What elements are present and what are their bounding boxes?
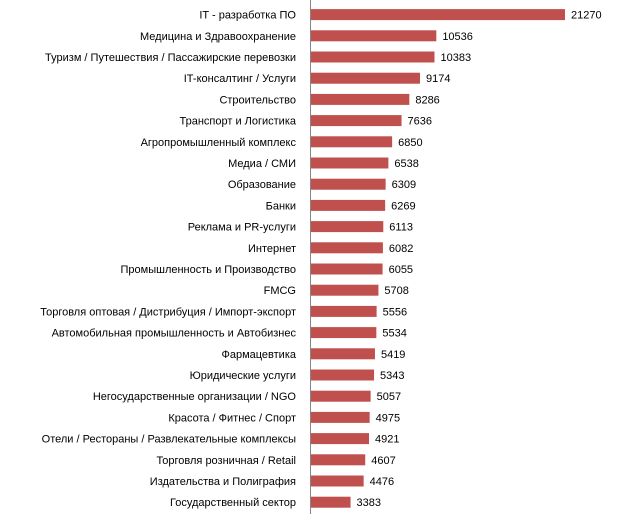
value-label: 7636 — [408, 116, 432, 128]
value-label: 3383 — [357, 497, 381, 509]
category-label: Негосударственные организации / NGO — [93, 391, 297, 403]
bar — [310, 199, 386, 211]
value-label: 9174 — [426, 73, 450, 85]
category-label: Интернет — [248, 243, 296, 255]
bar — [310, 433, 369, 445]
bar — [310, 221, 384, 233]
bar — [310, 30, 437, 42]
category-label: Государственный сектор — [170, 497, 296, 509]
bar — [310, 454, 366, 466]
value-label: 5534 — [382, 328, 406, 340]
value-label: 5057 — [377, 391, 401, 403]
bar — [310, 390, 371, 402]
value-label: 4921 — [375, 434, 399, 446]
category-label: IT - разработка ПО — [199, 10, 296, 22]
value-label: 6055 — [389, 264, 413, 276]
value-label: 5556 — [383, 306, 407, 318]
value-label: 6082 — [389, 243, 413, 255]
bar — [310, 72, 420, 84]
value-label: 6309 — [392, 179, 416, 191]
bar — [310, 51, 435, 63]
category-label: Издательства и Полиграфия — [150, 476, 296, 488]
value-label: 8286 — [415, 94, 439, 106]
category-label: Фармацевтика — [221, 349, 296, 361]
value-label: 10536 — [442, 31, 473, 43]
bar — [310, 242, 383, 254]
category-label: Строительство — [219, 94, 296, 106]
bar — [310, 305, 377, 317]
category-label: Агропромышленный комплекс — [141, 137, 297, 149]
category-label: Медиа / СМИ — [228, 158, 296, 170]
value-label: 5708 — [384, 285, 408, 297]
bar — [310, 9, 565, 21]
value-label: 6113 — [389, 222, 413, 234]
category-label: IT-консалтинг / Услуги — [184, 73, 296, 85]
category-label: Образование — [228, 179, 296, 191]
value-labels: 21270 10536 10383 9174 8286 7636 6850 6538 6309 6… — [357, 10, 602, 510]
bar — [310, 157, 389, 169]
bar — [310, 369, 375, 381]
bar — [310, 263, 383, 275]
category-label: Отели / Рестораны / Развлекательные комп… — [42, 434, 296, 446]
bar — [310, 93, 410, 105]
category-label: Медицина и Здравоохранение — [140, 31, 296, 43]
category-labels: IT - разработка ПО Медицина и Здравоохран… — [40, 10, 297, 510]
value-label: 6850 — [398, 137, 422, 149]
category-label: Промышленность и Производство — [121, 264, 296, 276]
category-label: FMCG — [264, 285, 296, 297]
bar — [310, 475, 364, 487]
bar — [310, 496, 351, 508]
value-label: 5343 — [380, 370, 404, 382]
value-label: 4975 — [376, 412, 400, 424]
bar — [310, 115, 402, 127]
category-label: Автомобильная промышленность и Автобизне… — [52, 328, 297, 340]
bar — [310, 136, 393, 148]
value-label: 5419 — [381, 349, 405, 361]
category-label: Транспорт и Логистика — [179, 116, 296, 128]
bars — [310, 9, 565, 508]
category-label: Юридические услуги — [190, 370, 296, 382]
value-label: 10383 — [440, 52, 471, 64]
category-label: Торговля оптовая / Дистрибуция / Импорт-… — [40, 306, 296, 318]
bar — [310, 327, 377, 339]
bar — [310, 284, 379, 296]
category-label: Банки — [266, 200, 296, 212]
value-label: 4476 — [370, 476, 394, 488]
category-label: Туризм / Путешествия / Пассажирские пере… — [45, 52, 296, 64]
category-label: Реклама и PR-услуги — [188, 222, 296, 234]
bar — [310, 411, 370, 423]
value-label: 6269 — [391, 200, 415, 212]
category-label: Красота / Фитнес / Спорт — [168, 412, 296, 424]
bar — [310, 348, 375, 360]
category-label: Торговля розничная / Retail — [156, 455, 296, 467]
value-label: 6538 — [394, 158, 418, 170]
bar — [310, 178, 386, 190]
value-label: 4607 — [371, 455, 395, 467]
value-label: 21270 — [571, 10, 602, 22]
